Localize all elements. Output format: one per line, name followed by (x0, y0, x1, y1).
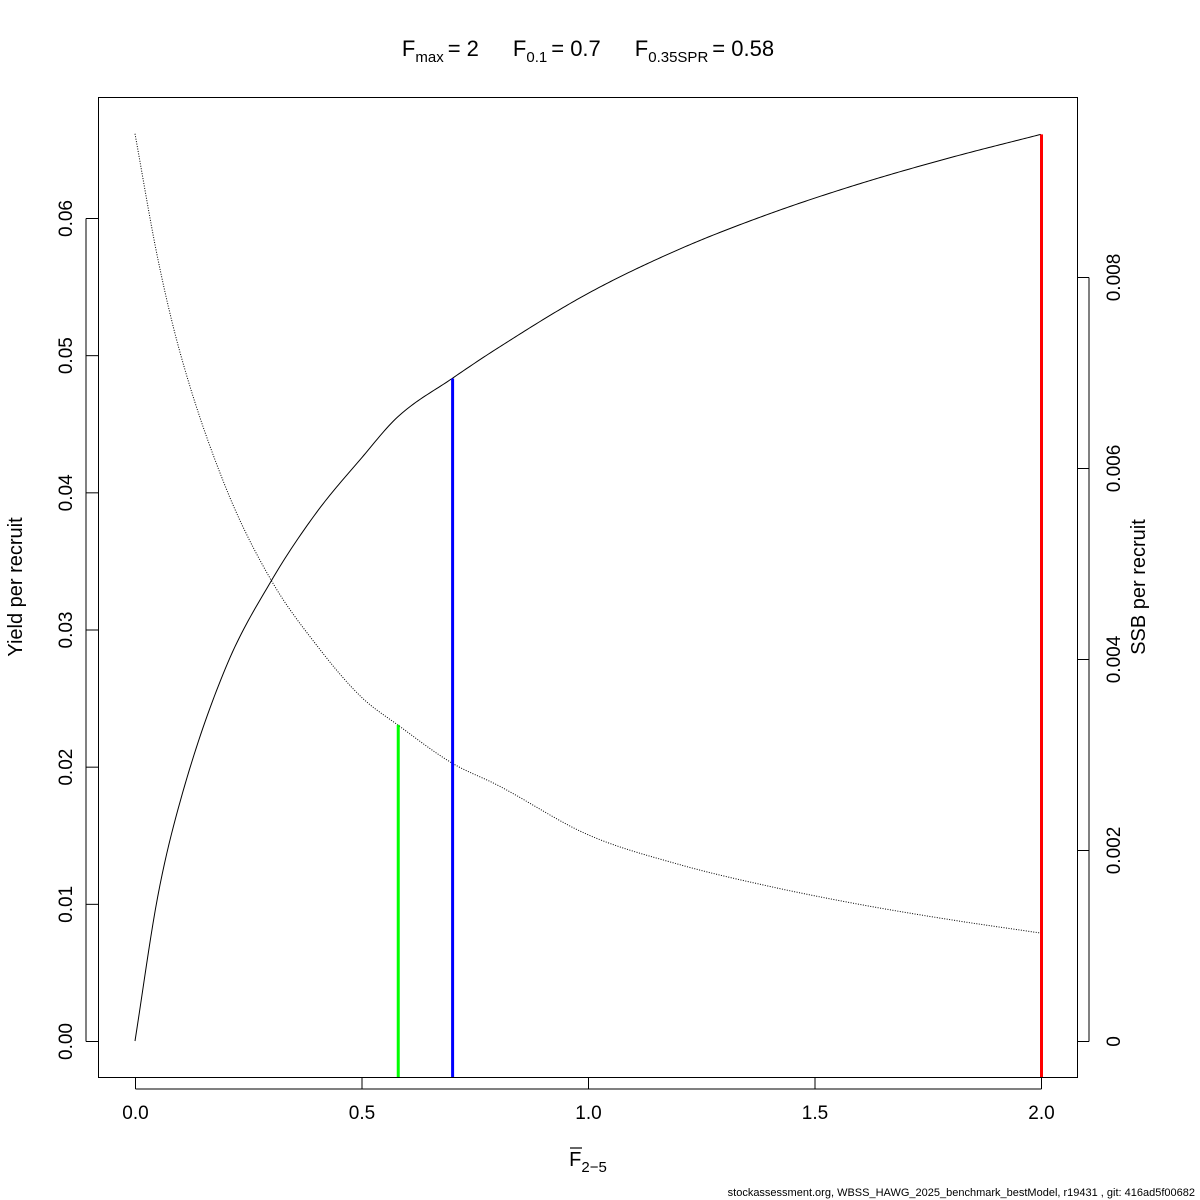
y-left-tick-label: 0.06 (56, 200, 77, 237)
series-group (134, 133, 1042, 1042)
y-axis-right: 0 0.002 0.004 0.006 0.008 (1077, 254, 1125, 1047)
y-right-tick-label: 0.004 (1104, 635, 1125, 683)
title-subscript: 0.1 (526, 49, 547, 66)
ssb-per-recruit-line (134, 133, 1042, 934)
y-left-tick-label: 0.01 (56, 886, 77, 923)
x-axis: 0.0 0.5 1.0 1.5 2.0 (122, 1077, 1055, 1124)
y-right-tick-label: 0 (1104, 1036, 1125, 1047)
reference-lines (396, 134, 1043, 1077)
y-left-tick-label: 0.03 (56, 612, 77, 649)
title-value: = 0.7 (551, 36, 601, 61)
y-left-tick-label: 0.00 (56, 1023, 77, 1060)
x-tick-label: 0.5 (349, 1103, 375, 1124)
title-subscript: 0.35SPR (648, 49, 708, 66)
title-subscript: max (415, 49, 444, 66)
x-tick-label: 0.0 (122, 1103, 148, 1124)
yield-per-recruit-line (134, 133, 1042, 1042)
chart-title: Fmax = 2 F0.1 = 0.7 F0.35SPR = 0.58 (402, 36, 774, 66)
y-right-tick-label: 0.006 (1104, 445, 1125, 493)
x-axis-label: F2−5 (569, 1149, 607, 1176)
x-label-symbol: F (569, 1149, 581, 1171)
y-right-tick-label: 0.002 (1104, 827, 1125, 875)
title-value: = 2 (448, 36, 479, 61)
y-axis-left: 0.00 0.01 0.02 0.03 0.04 0.05 0.06 (56, 200, 98, 1060)
x-label-subscript: 2−5 (581, 1159, 606, 1176)
title-symbol: F (402, 36, 415, 61)
x-tick-label: 1.5 (802, 1103, 828, 1124)
title-value: = 0.58 (712, 36, 774, 61)
footer-text: stockassessment.org, WBSS_HAWG_2025_benc… (728, 1187, 1195, 1199)
title-symbol: F (513, 36, 526, 61)
y-axis-left-label: Yield per recruit (5, 517, 27, 657)
title-symbol: F (635, 36, 648, 61)
x-tick-label: 1.0 (575, 1103, 601, 1124)
y-left-tick-label: 0.05 (56, 337, 77, 374)
y-axis-right-label: SSB per recruit (1128, 519, 1150, 655)
x-tick-label: 2.0 (1028, 1103, 1054, 1124)
plot-frame (98, 97, 1078, 1078)
y-left-tick-label: 0.02 (56, 749, 77, 786)
y-left-tick-label: 0.04 (56, 474, 77, 511)
y-right-tick-label: 0.008 (1104, 254, 1125, 302)
